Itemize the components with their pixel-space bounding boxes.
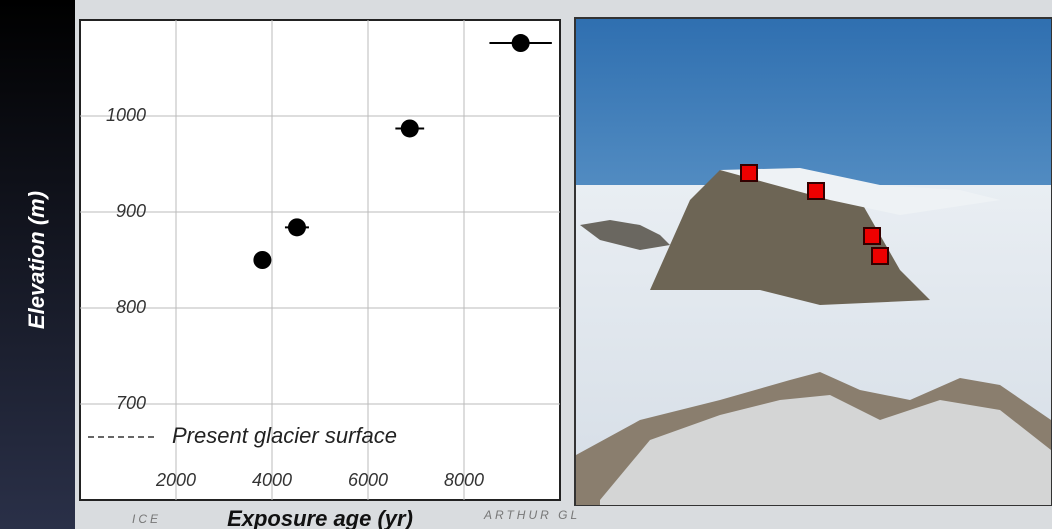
x-axis-label: Exposure age (yr): [227, 506, 413, 529]
sample-marker: [808, 183, 824, 199]
x-tick-label: 4000: [252, 470, 292, 490]
page: {"chart_data": {"type": "scatter", "x_la…: [0, 0, 1052, 529]
data-point: [401, 119, 419, 137]
data-point: [512, 34, 530, 52]
data-point: [253, 251, 271, 269]
sample-marker: [864, 228, 880, 244]
sample-marker: [741, 165, 757, 181]
x-tick-label: 2000: [155, 470, 196, 490]
y-tick-label: 1000: [106, 105, 146, 125]
y-tick-label: 800: [116, 297, 146, 317]
x-tick-label: 8000: [444, 470, 484, 490]
plot: 2000 4000 6000 8000 700 800 900 1000 Present gla…: [80, 20, 560, 500]
map-label: ARTHUR GL: [483, 508, 580, 522]
sample-marker: [872, 248, 888, 264]
data-point: [288, 218, 306, 236]
y-axis-label: Elevation (m): [24, 191, 49, 329]
x-tick-label: 6000: [348, 470, 388, 490]
legend-label: Present glacier surface: [172, 423, 397, 448]
map-label: ICE: [132, 512, 161, 526]
y-tick-label: 700: [116, 393, 146, 413]
photo: [575, 18, 1052, 505]
screen: Elevation (m) ICE ARTHUR GL 2000 4000 6000…: [0, 0, 1052, 529]
y-tick-label: 900: [116, 201, 146, 221]
